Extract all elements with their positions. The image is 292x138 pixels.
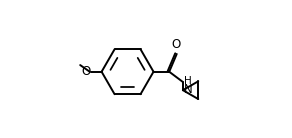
- Text: O: O: [81, 65, 91, 78]
- Text: N: N: [184, 83, 192, 96]
- Text: H: H: [184, 76, 192, 86]
- Text: O: O: [171, 38, 181, 51]
